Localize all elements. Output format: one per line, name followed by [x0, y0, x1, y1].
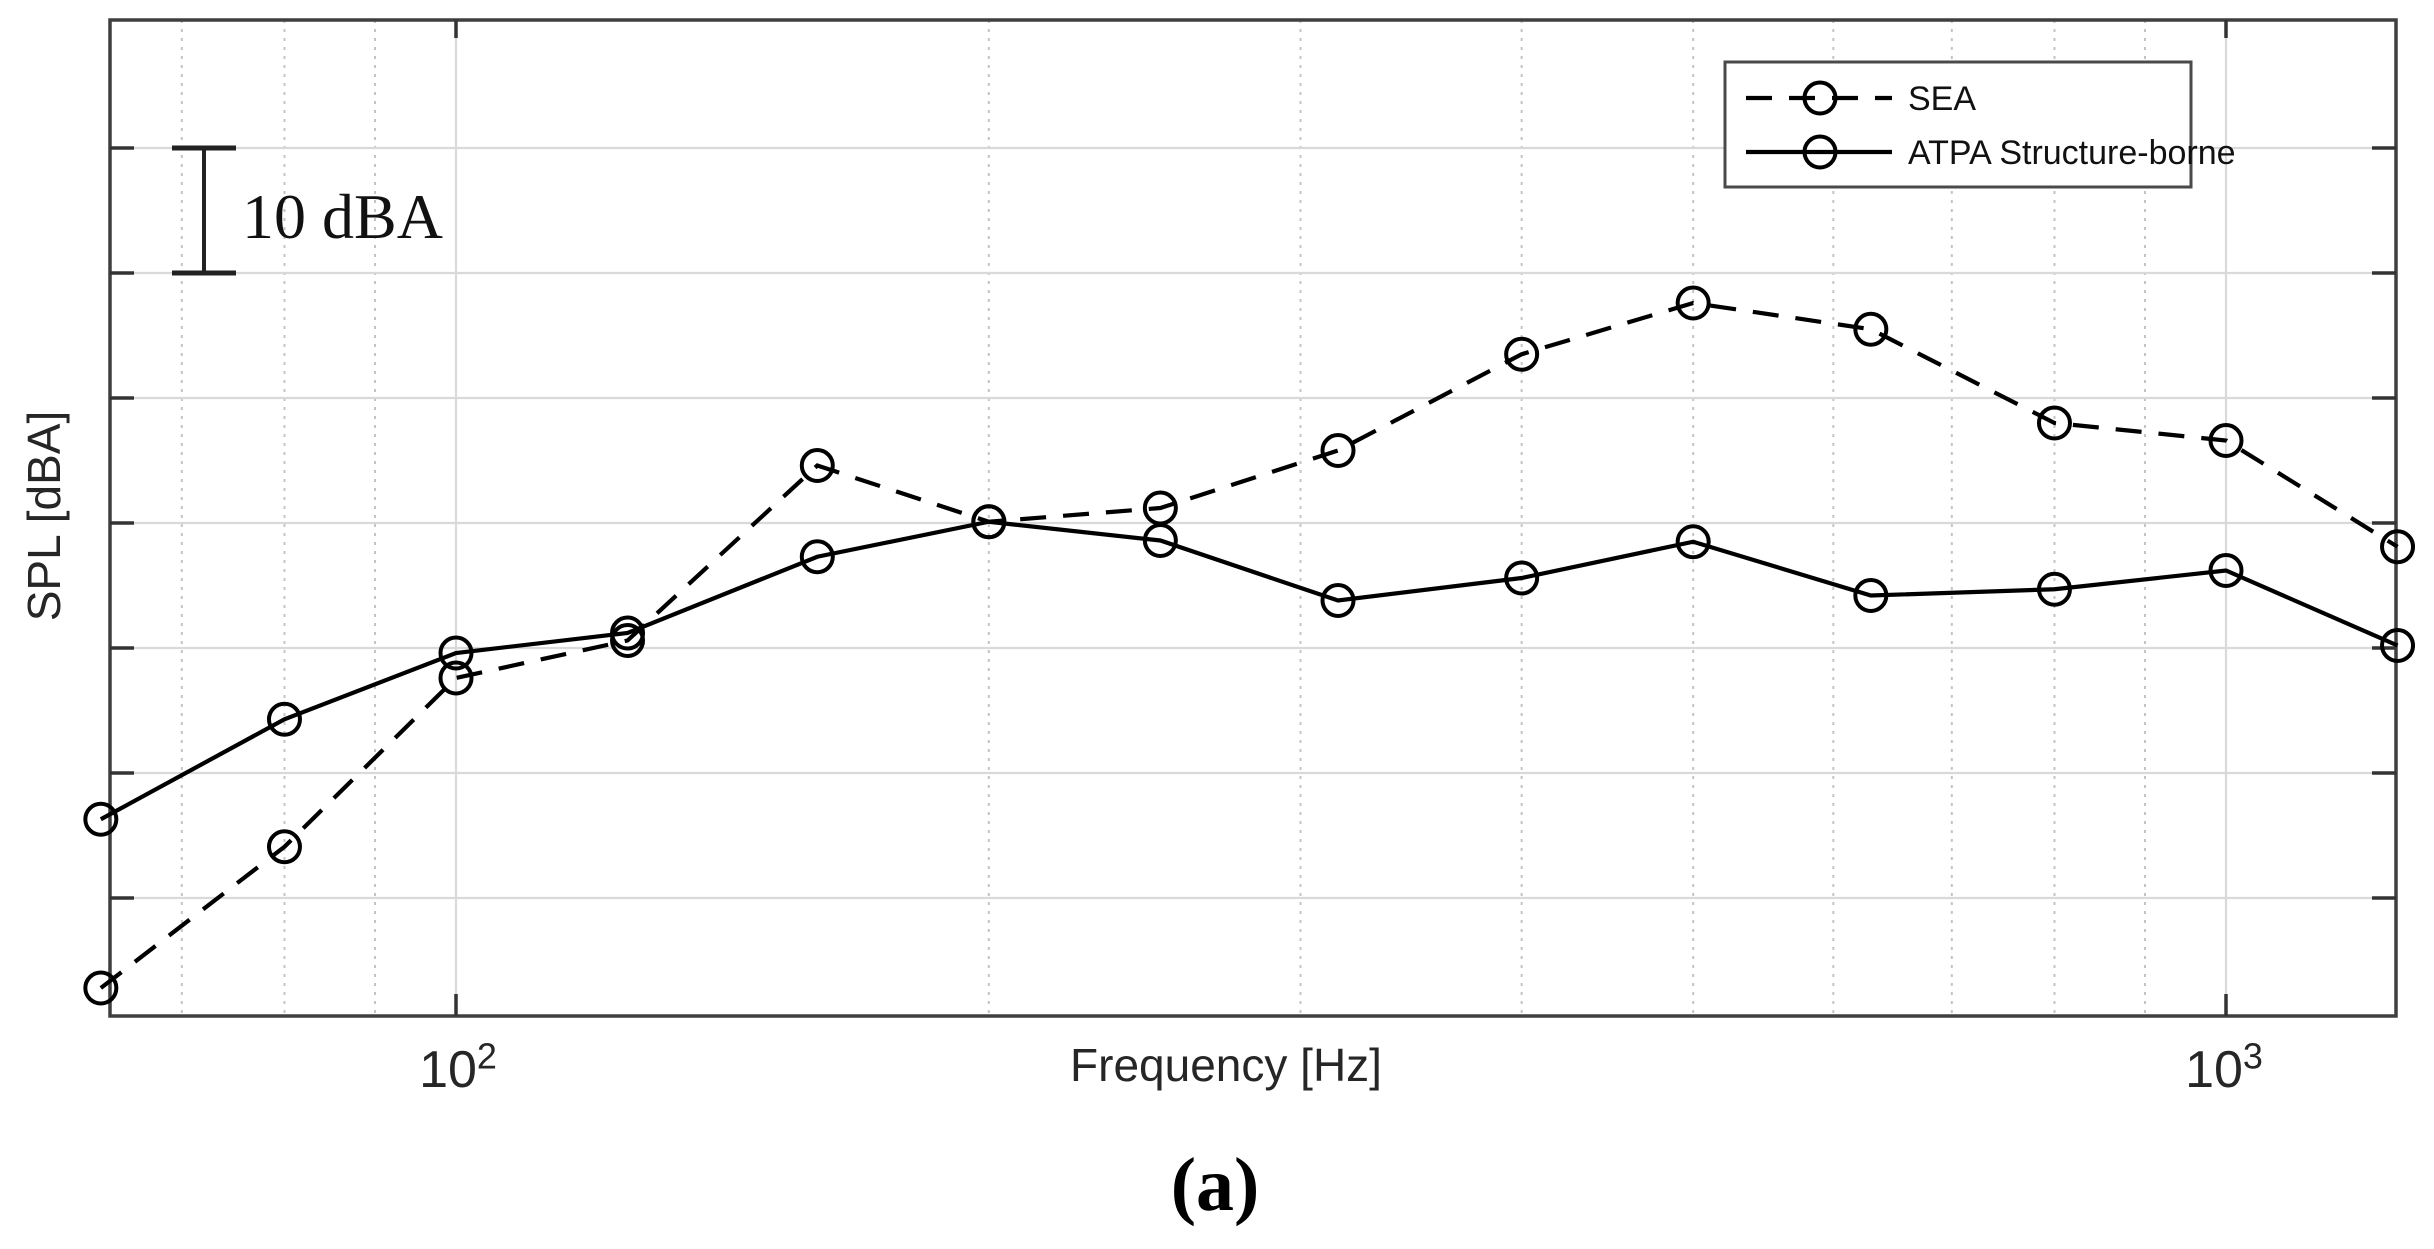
- data-point-marker: [2380, 628, 2416, 663]
- legend-sample-marker: [1802, 80, 1838, 116]
- series-sea: [83, 285, 2416, 1006]
- major-gridlines: [110, 20, 2396, 1016]
- data-point-marker: [1504, 560, 1540, 596]
- figure-caption: (a): [1170, 1143, 1260, 1227]
- tick-base: 10: [2185, 1041, 2243, 1099]
- data-point-marker: [438, 660, 474, 696]
- series-line: [99, 519, 2399, 822]
- data-point-marker: [610, 615, 646, 651]
- legend-entry-sea-label: SEA: [1908, 80, 1977, 118]
- x-tick-label-1000: 103: [2185, 1038, 2263, 1100]
- legend-sample-marker: [1802, 134, 1838, 170]
- tick-exponent: 2: [476, 1035, 497, 1077]
- scale-bar-label: 10 dBA: [242, 181, 443, 252]
- legend-entry-atpa-label: ATPA Structure-borne: [1908, 134, 2236, 172]
- data-point-marker: [2380, 529, 2416, 565]
- data-point-marker: [1675, 285, 1711, 321]
- data-point-marker: [83, 970, 119, 1006]
- x-tick-label-100: 102: [419, 1038, 497, 1100]
- scale-bar: [172, 145, 236, 276]
- axis-ticks: [110, 20, 2396, 1016]
- data-point-marker: [1142, 523, 1178, 558]
- data-point-marker: [799, 539, 835, 575]
- data-point-marker: [1504, 336, 1540, 372]
- series-line: [99, 300, 2399, 990]
- y-axis-label: SPL [dBA]: [18, 410, 70, 622]
- data-point-marker: [438, 635, 474, 671]
- data-point-marker: [83, 801, 119, 837]
- legend-box: [1723, 60, 2193, 189]
- data-point-marker: [799, 448, 835, 483]
- data-point-marker: [266, 701, 302, 737]
- data-point-marker: [2208, 553, 2244, 588]
- tick-base: 10: [419, 1041, 477, 1099]
- data-point-marker: [2036, 405, 2072, 441]
- plot-border: [108, 18, 2398, 1018]
- legend: [1723, 60, 2193, 189]
- x-axis-label: Frequency [Hz]: [1070, 1039, 1382, 1091]
- data-point-marker: [1675, 524, 1711, 560]
- data-point-marker: [266, 829, 302, 865]
- data-point-marker: [1320, 433, 1356, 468]
- data-point-marker: [2208, 423, 2244, 458]
- data-point-marker: [2036, 571, 2072, 607]
- data-point-marker: [1853, 578, 1889, 613]
- data-point-marker: [971, 504, 1007, 540]
- minor-gridlines: [180, 20, 2147, 1016]
- tick-exponent: 3: [2242, 1035, 2263, 1077]
- series-atpa: [83, 504, 2416, 837]
- data-point-marker: [1853, 311, 1889, 347]
- data-point-marker: [1320, 583, 1356, 618]
